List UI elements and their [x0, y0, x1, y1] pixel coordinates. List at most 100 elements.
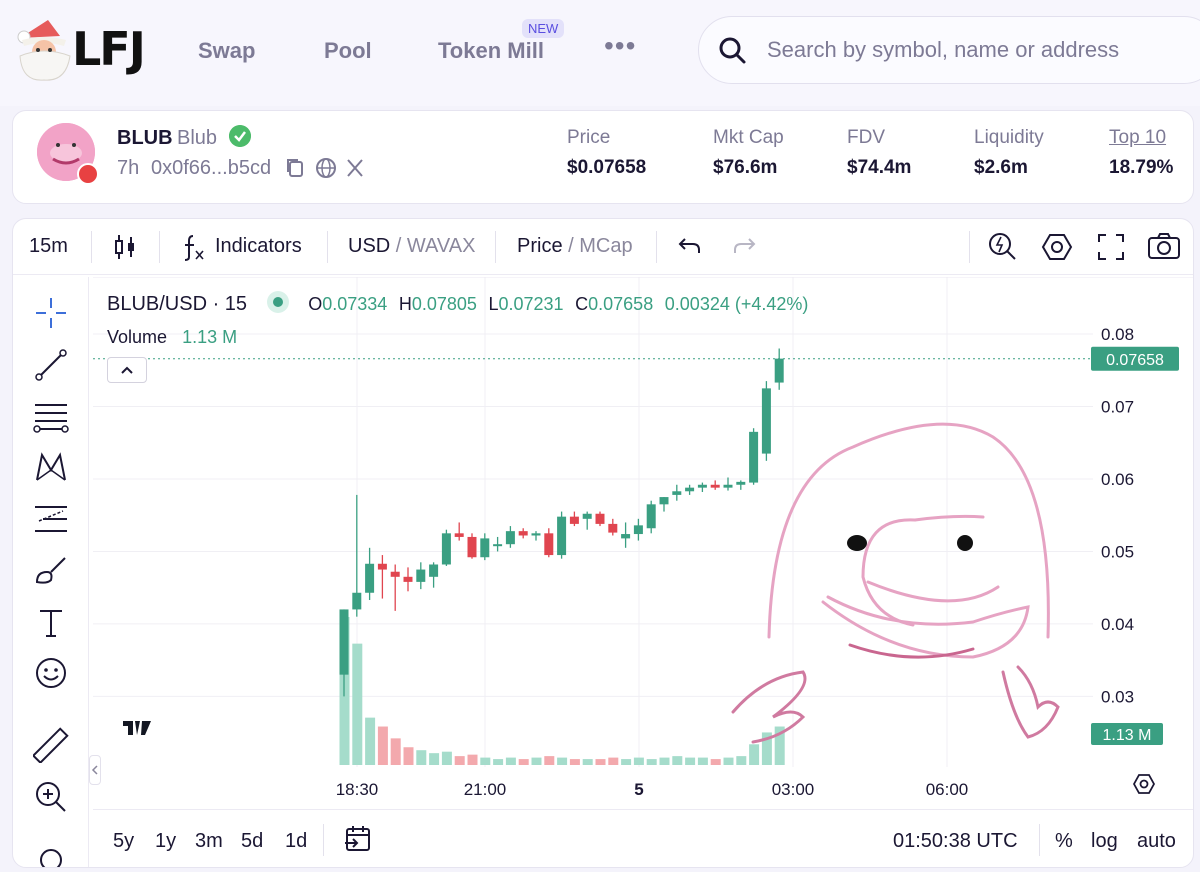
settings-hexagon-icon[interactable]	[1041, 231, 1073, 263]
auto-scale-toggle[interactable]: auto	[1137, 830, 1176, 852]
drawing-toolbar	[13, 277, 89, 867]
currency-wavax: WAVAX	[406, 235, 476, 257]
range-3m[interactable]: 3m	[195, 830, 223, 852]
candle-body	[697, 484, 707, 488]
goto-date-icon[interactable]	[343, 824, 373, 854]
quick-search-icon[interactable]	[987, 231, 1019, 263]
fullscreen-icon[interactable]	[1097, 233, 1125, 261]
trend-line-tool-icon[interactable]	[33, 347, 69, 383]
volume-bar	[467, 754, 478, 765]
range-1d[interactable]: 1d	[285, 830, 308, 852]
copy-icon[interactable]	[285, 157, 305, 179]
x-tick-label: 21:00	[464, 780, 507, 799]
pair-label: BLUB/USD · 15	[107, 293, 248, 315]
range-5d[interactable]: 5d	[241, 830, 264, 852]
volume-bar	[608, 757, 619, 765]
interval-button[interactable]: 15m	[29, 235, 68, 257]
stat-value: $74.4m	[847, 157, 912, 178]
verified-check-icon	[229, 125, 251, 147]
fib-retracement-tool-icon[interactable]	[33, 399, 69, 435]
y-tick-label: 0.08	[1101, 325, 1134, 344]
stat-price: Price $0.07658	[567, 127, 646, 179]
tradingview-logo[interactable]	[117, 709, 157, 750]
globe-icon[interactable]	[315, 157, 337, 179]
candle-body	[672, 491, 682, 495]
chart-panel: 15m Indicators USD / WAVAX Price / MCap	[12, 218, 1194, 868]
nav-swap[interactable]: Swap	[198, 38, 256, 63]
blobfish-drawing	[731, 422, 1060, 744]
stat-label: FDV	[847, 127, 885, 148]
chart-canvas[interactable]: 0.08 0.07 0.06 0.05 0.04 0.03 18:30 21:00 5 03:00…	[93, 276, 1193, 807]
redo-icon[interactable]	[731, 235, 757, 257]
close-label: C	[575, 294, 589, 314]
volume-bar	[736, 756, 747, 765]
volume-bar	[582, 759, 593, 765]
volume-tag-label: 1.13 M	[1103, 727, 1152, 744]
candle-body	[531, 533, 541, 536]
x-tick-label: 03:00	[772, 780, 815, 799]
candle-body	[761, 388, 771, 454]
volume-bar	[646, 759, 657, 765]
price-chart[interactable]: 0.08 0.07 0.06 0.05 0.04 0.03 18:30 21:00 5 03:00…	[93, 276, 1193, 807]
mode-sep: /	[562, 235, 580, 257]
token-address: 0x0f66...b5cd	[151, 157, 272, 179]
search-bar[interactable]	[698, 16, 1200, 84]
candle-body	[416, 569, 426, 582]
volume-bar	[403, 747, 414, 765]
brush-tool-icon[interactable]	[33, 553, 69, 589]
price-mcap-toggle[interactable]: Price / MCap	[517, 235, 633, 258]
forecast-tool-icon[interactable]	[33, 501, 69, 537]
search-input[interactable]	[767, 37, 1200, 63]
volume-bar	[621, 759, 632, 765]
logo[interactable]: LFJ	[14, 16, 146, 82]
last-price-label: 0.07658	[1106, 352, 1164, 369]
undo-icon[interactable]	[677, 235, 703, 257]
pattern-tool-icon[interactable]	[33, 449, 69, 485]
crosshair-tool-icon[interactable]	[33, 295, 69, 331]
volume-bar	[723, 757, 734, 765]
nav-pool[interactable]: Pool	[324, 38, 372, 63]
candle-body	[365, 563, 375, 593]
candle-body	[582, 513, 592, 519]
collapse-toolbar-button[interactable]	[89, 755, 101, 785]
stat-top10[interactable]: Top 10 18.79%	[1109, 127, 1173, 179]
candle-body	[480, 538, 490, 558]
nav-token-mill[interactable]: Token Mill	[438, 38, 544, 63]
candle-body	[467, 536, 477, 558]
range-5y[interactable]: 5y	[113, 830, 135, 852]
volume-bar	[365, 717, 376, 765]
stat-label[interactable]: Top 10	[1109, 127, 1167, 148]
text-tool-icon[interactable]	[33, 605, 69, 641]
emoji-tool-icon[interactable]	[33, 655, 69, 691]
chevron-left-icon	[91, 765, 98, 775]
candles-style-icon[interactable]	[113, 233, 137, 261]
y-tick-label: 0.03	[1101, 687, 1134, 706]
currency-toggle[interactable]: USD / WAVAX	[348, 235, 475, 258]
log-scale-toggle[interactable]: log	[1091, 830, 1118, 852]
volume-bar	[416, 750, 427, 765]
ruler-tool-icon[interactable]	[33, 727, 69, 763]
camera-icon[interactable]	[1147, 231, 1181, 261]
stat-label: Price	[567, 127, 611, 148]
zoom-in-tool-icon[interactable]	[33, 779, 69, 815]
x-twitter-icon[interactable]	[345, 157, 365, 179]
stat-value: $2.6m	[974, 157, 1028, 178]
close-value: 0.07658	[588, 294, 654, 314]
candle-body	[518, 531, 528, 536]
candle-body	[339, 609, 349, 675]
volume-value: 1.13 M	[182, 327, 238, 347]
percent-scale-toggle[interactable]: %	[1055, 830, 1073, 852]
range-1y[interactable]: 1y	[155, 830, 177, 852]
stat-mkt-cap: Mkt Cap $76.6m	[713, 127, 784, 179]
open-label: O	[308, 294, 323, 314]
magnet-tool-icon[interactable]	[33, 839, 69, 867]
function-fx-icon[interactable]	[181, 233, 205, 261]
axis-settings-icon[interactable]	[1133, 773, 1155, 795]
volume-bar	[685, 757, 696, 765]
more-menu-button[interactable]: •••	[604, 30, 637, 61]
utc-clock[interactable]: 01:50:38 UTC	[893, 830, 1018, 852]
collapse-legend-button[interactable]	[107, 357, 147, 383]
stat-value: $0.07658	[567, 157, 647, 178]
divider	[495, 231, 496, 263]
indicators-button[interactable]: Indicators	[215, 235, 302, 257]
